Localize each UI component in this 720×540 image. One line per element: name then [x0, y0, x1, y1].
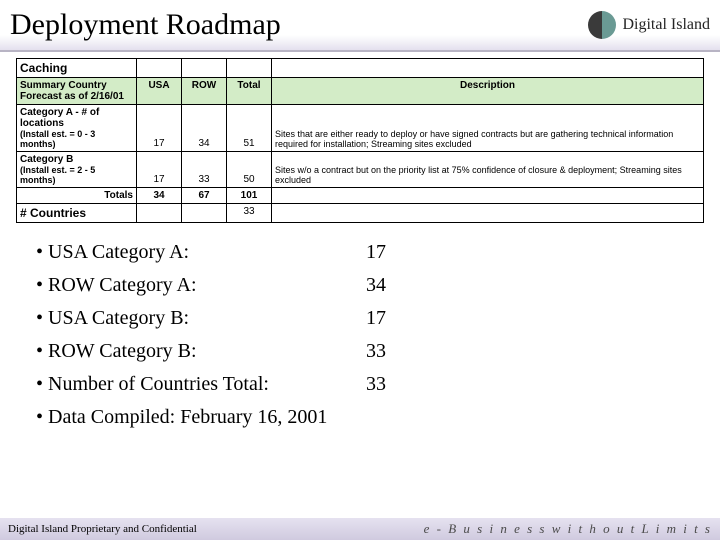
totals-row: Totals 34 67 101 [17, 188, 704, 204]
bullet-label: • USA Category A: [36, 241, 366, 264]
col-usa: USA [137, 78, 182, 105]
cat-b-install: (Install est. = 2 - 5 months) [20, 165, 133, 185]
cat-b-desc: Sites w/o a contract but on the priority… [272, 152, 704, 188]
blank-cell [272, 188, 704, 204]
blank-cell [137, 59, 182, 78]
footer-bar: Digital Island Proprietary and Confident… [0, 518, 720, 540]
cat-a-install: (Install est. = 0 - 3 months) [20, 129, 133, 149]
bullet-value: 17 [366, 241, 386, 264]
bullet-label: • Number of Countries Total: [36, 373, 366, 396]
bullet-row: • USA Category A: 17 [36, 241, 704, 264]
bullet-label: • USA Category B: [36, 307, 366, 330]
cat-a-usa: 17 [137, 105, 182, 152]
bullet-value: 17 [366, 307, 386, 330]
slide: Deployment Roadmap Digital Island Cachin… [0, 0, 720, 540]
bullet-row: • USA Category B: 17 [36, 307, 704, 330]
section-label: Caching [17, 59, 137, 78]
forecast-label: Summary Country Forecast as of 2/16/01 [17, 78, 137, 105]
cat-b-total: 50 [227, 152, 272, 188]
page-title: Deployment Roadmap [10, 8, 281, 42]
cat-b-label-cell: Category B (Install est. = 2 - 5 months) [17, 152, 137, 188]
bullet-value: 33 [366, 373, 386, 396]
countries-row: # Countries 33 [17, 204, 704, 223]
cat-a-label-cell: Category A - # of locations (Install est… [17, 105, 137, 152]
bullets-list: • USA Category A: 17 • ROW Category A: 3… [16, 241, 704, 429]
countries-label: # Countries [17, 204, 137, 223]
cat-b-usa: 17 [137, 152, 182, 188]
footer-tagline: e - B u s i n e s s w i t h o u t L i m … [424, 521, 712, 537]
footer-confidential: Digital Island Proprietary and Confident… [8, 523, 197, 535]
category-a-row: Category A - # of locations (Install est… [17, 105, 704, 152]
cat-b-row: 33 [182, 152, 227, 188]
header-bar: Deployment Roadmap Digital Island [0, 0, 720, 52]
blank-cell [227, 59, 272, 78]
totals-label: Totals [17, 188, 137, 204]
bullet-label: • ROW Category A: [36, 274, 366, 297]
bullet-value: 33 [366, 340, 386, 363]
brand-name: Digital Island [622, 16, 710, 34]
blank-cell [182, 59, 227, 78]
blank-cell [182, 204, 227, 223]
cat-a-row: 34 [182, 105, 227, 152]
totals-total: 101 [227, 188, 272, 204]
brand: Digital Island [588, 11, 710, 39]
blank-cell [272, 59, 704, 78]
cat-b-label: Category B [20, 154, 133, 165]
content-area: Caching Summary Country Forecast as of 2… [0, 52, 720, 540]
blank-cell [272, 204, 704, 223]
col-description: Description [272, 78, 704, 105]
col-row: ROW [182, 78, 227, 105]
bullet-row: • Number of Countries Total: 33 [36, 373, 704, 396]
caching-table: Caching Summary Country Forecast as of 2… [16, 58, 704, 223]
bullet-label: • ROW Category B: [36, 340, 366, 363]
brand-logo-icon [588, 11, 616, 39]
bullet-value: 34 [366, 274, 386, 297]
totals-row: 67 [182, 188, 227, 204]
totals-usa: 34 [137, 188, 182, 204]
bullet-compiled-text: • Data Compiled: February 16, 2001 [36, 406, 327, 429]
bullet-row: • ROW Category A: 34 [36, 274, 704, 297]
col-total: Total [227, 78, 272, 105]
bullet-compiled: • Data Compiled: February 16, 2001 [36, 406, 704, 429]
cat-a-total: 51 [227, 105, 272, 152]
blank-cell [137, 204, 182, 223]
category-b-row: Category B (Install est. = 2 - 5 months)… [17, 152, 704, 188]
cat-a-desc: Sites that are either ready to deploy or… [272, 105, 704, 152]
subheader-row: Summary Country Forecast as of 2/16/01 U… [17, 78, 704, 105]
cat-a-label: Category A - # of locations [20, 107, 133, 129]
bullet-row: • ROW Category B: 33 [36, 340, 704, 363]
countries-total: 33 [227, 204, 272, 223]
section-row: Caching [17, 59, 704, 78]
